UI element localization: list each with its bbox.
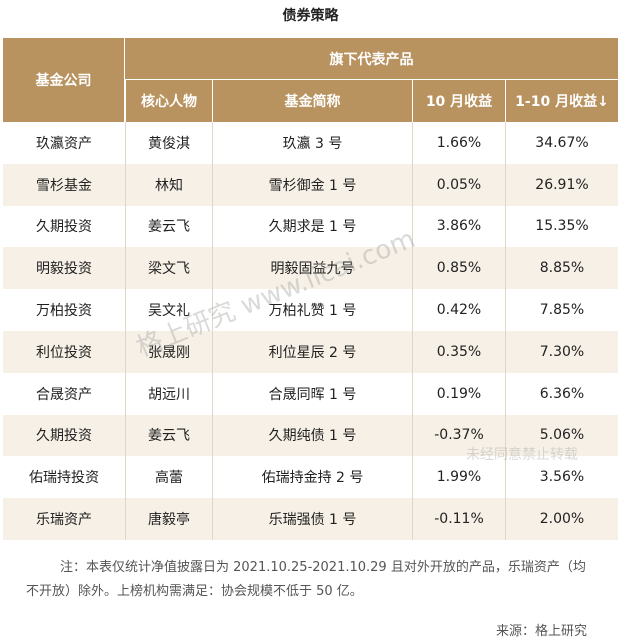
table-cell: 林知 <box>125 163 212 206</box>
table-cell: 0.19% <box>412 372 505 415</box>
table-cell: 1.66% <box>412 122 505 164</box>
table-cell: 26.91% <box>505 163 618 206</box>
table-cell: 利位星辰 2 号 <box>212 331 412 373</box>
table-cell: 2.00% <box>505 498 618 540</box>
table-cell: 7.30% <box>505 331 618 373</box>
header-cell: 核心人物 <box>125 80 212 122</box>
header-cell: 10 月收益 <box>412 80 505 122</box>
header-cell: 基金简称 <box>212 80 412 122</box>
table-cell: 姜云飞 <box>125 414 212 457</box>
source: 来源：格上研究 <box>495 624 587 639</box>
table-cell: 34.67% <box>505 122 618 164</box>
table-cell: 梁文飞 <box>125 247 212 290</box>
table-cell: 佑瑞持投资 <box>3 456 125 499</box>
note: 注：本表仅统计净值披露日为 2021.10.25-2021.10.29 且对外开… <box>60 560 586 575</box>
table-cell: 乐瑞强债 1 号 <box>212 498 412 540</box>
table-cell: 姜云飞 <box>125 205 212 248</box>
table-cell: 胡远川 <box>125 372 212 415</box>
table-cell: 乐瑞资产 <box>3 498 125 540</box>
table-cell: 合晟资产 <box>3 372 125 415</box>
table-cell: 明毅固益九号 <box>212 247 412 290</box>
table-cell: 0.42% <box>412 289 505 331</box>
table-cell: 久期求是 1 号 <box>212 205 412 248</box>
table-cell: 0.85% <box>412 247 505 290</box>
table-cell: 玖瀛资产 <box>3 122 125 164</box>
table-cell: 万柏礼赞 1 号 <box>212 289 412 331</box>
table-cell: 玖瀛 3 号 <box>212 122 412 164</box>
table-cell: 6.36% <box>505 372 618 415</box>
table-cell: 雪杉御金 1 号 <box>212 163 412 206</box>
table-cell: 合晟同晖 1 号 <box>212 372 412 415</box>
table-cell: 久期投资 <box>3 205 125 248</box>
table-cell: 15.35% <box>505 205 618 248</box>
table-cell: 张晟刚 <box>125 331 212 373</box>
table-cell: 明毅投资 <box>3 247 125 290</box>
table-cell: 3.56% <box>505 456 618 499</box>
header-cell: 基金公司 <box>3 38 125 122</box>
title: 债券策略 <box>282 8 339 24</box>
table-cell: 高蕾 <box>125 456 212 499</box>
table-cell: 唐毅亭 <box>125 498 212 540</box>
table-cell: 利位投资 <box>3 331 125 373</box>
table-cell: 万柏投资 <box>3 289 125 331</box>
table-cell: 5.06% <box>505 414 618 457</box>
table-cell: 0.35% <box>412 331 505 373</box>
table-cell: 1.99% <box>412 456 505 499</box>
header-cell: 旗下代表产品 <box>125 38 618 80</box>
table-cell: 吴文礼 <box>125 289 212 331</box>
table-cell: 久期投资 <box>3 414 125 457</box>
header-cell: 1-10 月收益↓ <box>505 80 618 122</box>
table-cell: 佑瑞持金持 2 号 <box>212 456 412 499</box>
table-cell: 0.05% <box>412 163 505 206</box>
table-cell: -0.37% <box>412 414 505 457</box>
table-cell: 8.85% <box>505 247 618 290</box>
watermark: 未经同意禁止转载 <box>466 447 578 463</box>
table-cell: -0.11% <box>412 498 505 540</box>
note: 不开放）除外。上榜机构需满足：协会规模不低于 50 亿。 <box>26 584 363 599</box>
table-cell: 7.85% <box>505 289 618 331</box>
table-cell: 久期纯债 1 号 <box>212 414 412 457</box>
table-cell: 黄俊淇 <box>125 122 212 164</box>
table-cell: 3.86% <box>412 205 505 248</box>
table-cell: 雪杉基金 <box>3 163 125 206</box>
